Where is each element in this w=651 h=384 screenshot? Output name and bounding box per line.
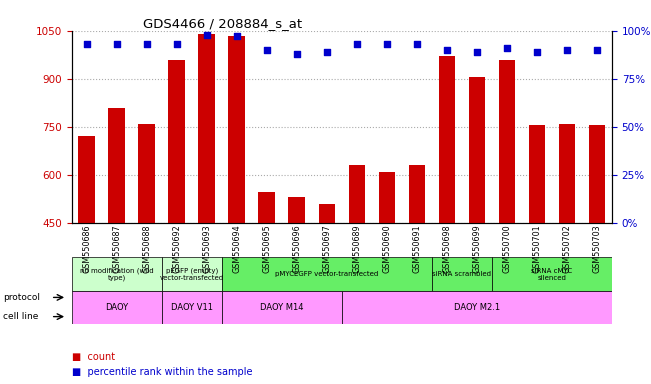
Text: GSM550702: GSM550702 [562, 225, 572, 273]
Point [502, 45, 512, 51]
Bar [258, 192, 275, 367]
Bar [589, 125, 605, 367]
Bar [108, 108, 125, 367]
Bar [469, 77, 485, 367]
Bar [318, 204, 335, 367]
Bar [72, 291, 161, 324]
Text: GSM550689: GSM550689 [352, 225, 361, 273]
Text: GSM550693: GSM550693 [202, 225, 211, 273]
Text: DAOY M14: DAOY M14 [260, 303, 303, 312]
Bar [222, 291, 342, 324]
Text: GSM550686: GSM550686 [82, 225, 91, 273]
Bar [529, 125, 545, 367]
Bar [161, 291, 222, 324]
Text: no modification (wild
type): no modification (wild type) [80, 267, 154, 281]
Point [471, 49, 482, 55]
Text: GSM550688: GSM550688 [142, 225, 151, 273]
Point [232, 33, 242, 40]
Point [441, 47, 452, 53]
Point [111, 41, 122, 47]
Point [292, 51, 302, 57]
Point [592, 47, 602, 53]
Bar [378, 172, 395, 367]
Text: GSM550699: GSM550699 [473, 225, 481, 273]
Text: ■  percentile rank within the sample: ■ percentile rank within the sample [72, 367, 252, 377]
Text: DAOY V11: DAOY V11 [171, 303, 213, 312]
Text: GSM550694: GSM550694 [232, 225, 242, 273]
Text: GSM550695: GSM550695 [262, 225, 271, 273]
Text: pEGFP (empty)
vector-transfected: pEGFP (empty) vector-transfected [159, 267, 224, 281]
Text: pMYCEGFP vector-transfected: pMYCEGFP vector-transfected [275, 271, 378, 277]
Point [81, 41, 92, 47]
Bar [161, 257, 222, 291]
Bar [342, 291, 612, 324]
Point [352, 41, 362, 47]
Bar [288, 197, 305, 367]
Text: GSM550692: GSM550692 [172, 225, 181, 273]
Text: DAOY M2.1: DAOY M2.1 [454, 303, 500, 312]
Bar [559, 124, 575, 367]
Point [201, 31, 212, 38]
Text: DAOY: DAOY [105, 303, 128, 312]
Bar [199, 34, 215, 367]
Bar [72, 257, 161, 291]
Bar [432, 257, 492, 291]
Text: GSM550703: GSM550703 [592, 225, 602, 273]
Point [411, 41, 422, 47]
Text: cell line: cell line [3, 312, 38, 321]
Text: protocol: protocol [3, 293, 40, 302]
Text: siRNA cMYC
silenced: siRNA cMYC silenced [531, 268, 572, 281]
Bar [139, 124, 155, 367]
Bar [222, 257, 432, 291]
Point [171, 41, 182, 47]
Bar [499, 60, 515, 367]
Point [141, 41, 152, 47]
Text: siRNA scrambled: siRNA scrambled [432, 271, 492, 277]
Bar [492, 257, 612, 291]
Bar [439, 56, 455, 367]
Text: GSM550697: GSM550697 [322, 225, 331, 273]
Text: GSM550698: GSM550698 [442, 225, 451, 273]
Bar [78, 136, 95, 367]
Point [381, 41, 392, 47]
Text: GSM550690: GSM550690 [382, 225, 391, 273]
Point [322, 49, 332, 55]
Text: ■  count: ■ count [72, 352, 115, 362]
Bar [169, 60, 185, 367]
Point [532, 49, 542, 55]
Point [562, 47, 572, 53]
Bar [229, 36, 245, 367]
Text: GSM550700: GSM550700 [503, 225, 512, 273]
Text: GSM550687: GSM550687 [112, 225, 121, 273]
Text: GDS4466 / 208884_s_at: GDS4466 / 208884_s_at [143, 17, 302, 30]
Bar [348, 165, 365, 367]
Text: GSM550691: GSM550691 [412, 225, 421, 273]
Bar [409, 165, 425, 367]
Point [262, 47, 272, 53]
Text: GSM550696: GSM550696 [292, 225, 301, 273]
Text: GSM550701: GSM550701 [533, 225, 542, 273]
